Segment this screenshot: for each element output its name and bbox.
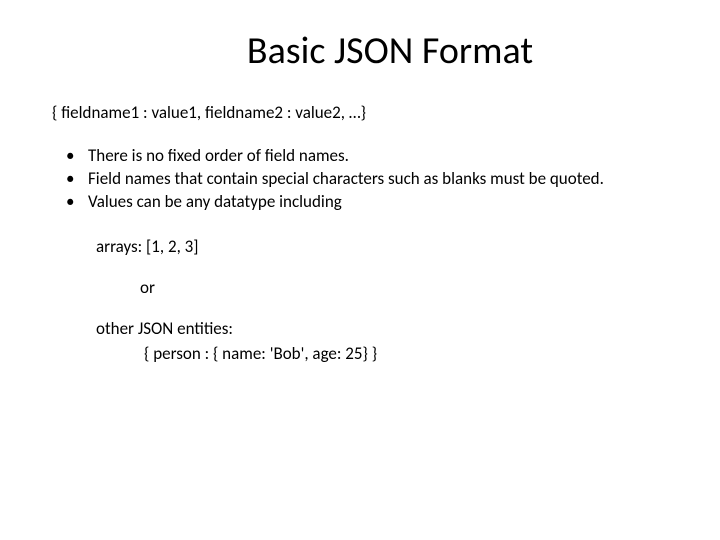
nested-example: { person : { name: 'Bob', age: 25} }	[144, 343, 672, 366]
slide-title: Basic JSON Format	[108, 28, 672, 74]
bullet-list: There is no fixed order of field names. …	[66, 145, 672, 214]
arrays-example: arrays: [1, 2, 3]	[96, 236, 672, 259]
bullet-item: Values can be any datatype including	[66, 191, 672, 214]
bullet-item: There is no fixed order of field names.	[66, 145, 672, 168]
syntax-line: { fieldname1 : value1, fieldname2 : valu…	[52, 102, 672, 123]
other-entities-label: other JSON entities:	[96, 318, 672, 341]
or-text: or	[140, 277, 672, 300]
sub-content: arrays: [1, 2, 3] or other JSON entities…	[96, 236, 672, 366]
slide-container: Basic JSON Format { fieldname1 : value1,…	[0, 0, 720, 366]
bullet-item: Field names that contain special charact…	[66, 168, 672, 191]
